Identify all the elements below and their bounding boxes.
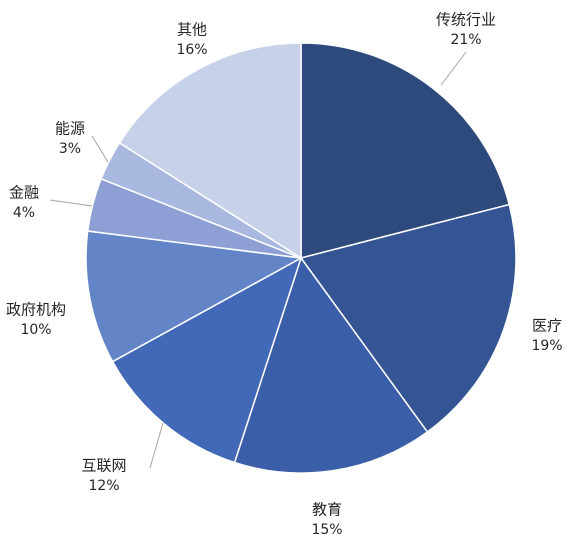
slice-percent-label: 15% — [311, 522, 342, 538]
slice-percent-label: 10% — [20, 322, 51, 338]
pie-slice — [233, 256, 429, 474]
slice-label: 教育 — [312, 501, 342, 519]
slice-label: 传统行业 — [436, 11, 496, 29]
slice-label: 金融 — [9, 184, 39, 202]
pie-slice — [299, 203, 517, 433]
slice-labels: 传统行业 21% 医疗 19% 教育 15% 互联网 12% 政府机构 10% 金融 4% 能源 3% 其他… — [6, 11, 563, 539]
leader-lines — [49, 51, 467, 469]
slice-label: 其他 — [177, 21, 207, 39]
leader-line — [440, 51, 467, 86]
leader-line — [91, 135, 109, 163]
pie-slice — [118, 42, 302, 260]
slice-label: 医疗 — [532, 317, 562, 335]
pie-slice — [111, 256, 303, 464]
slice-percent-label: 3% — [59, 141, 81, 157]
slice-percent-label: 4% — [13, 205, 35, 221]
pie-slice — [85, 230, 304, 363]
slice-percent-label: 19% — [531, 338, 562, 354]
slice-percent-label: 16% — [176, 42, 207, 58]
leader-line — [49, 199, 93, 207]
leader-line — [149, 422, 164, 469]
slice-percent-label: 12% — [88, 478, 119, 494]
slice-label: 政府机构 — [6, 301, 66, 319]
pie-slice — [300, 42, 511, 259]
slice-label: 互联网 — [81, 457, 126, 475]
pie-slices — [85, 42, 517, 474]
slice-percent-label: 21% — [450, 32, 481, 48]
slice-label: 能源 — [55, 120, 85, 138]
